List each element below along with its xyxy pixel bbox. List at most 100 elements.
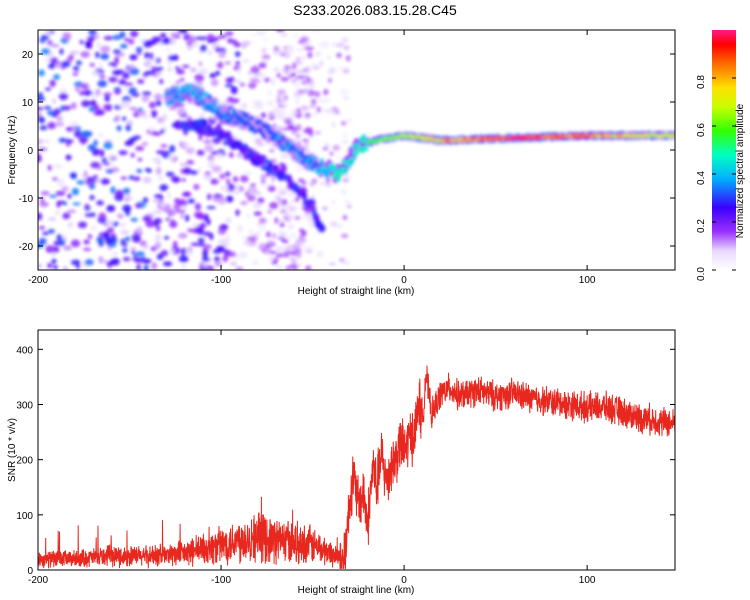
spectrogram-noise-blob [176, 69, 185, 75]
spectrogram-noise-blob [119, 230, 130, 235]
spectrogram-noise-blob [252, 65, 258, 71]
colorbar-tick-label: 0.4 [696, 171, 707, 185]
spectrogram-noise-blob [198, 61, 203, 66]
spectrogram-noise-blob [67, 193, 72, 199]
spectrogram-ridge-secondary [318, 224, 326, 233]
spectrogram-noise-blob [88, 106, 96, 112]
spectrogram-ridge-core [304, 154, 309, 160]
spectrogram-noise-blob [212, 197, 218, 203]
snr-y-tick-label: 200 [16, 456, 33, 467]
spectrogram-x-ticks: -200 -100 0 100 [28, 30, 596, 286]
spectrogram-noise-blob [151, 262, 157, 270]
spectrogram-noise-blob [276, 253, 285, 258]
spectrogram-noise-blob [127, 38, 135, 45]
spectrogram-noise-blob [166, 47, 171, 52]
spectrogram-noise-blob [122, 256, 131, 262]
spectrogram-noise-blob [175, 66, 180, 70]
spectrogram-noise-blob [295, 60, 303, 65]
spectrogram-x-tick-label: 100 [579, 275, 596, 286]
spectrogram-noise-blob [154, 241, 161, 250]
spectrogram-noise-blob [300, 133, 308, 138]
spectrogram-noise-blob [46, 40, 53, 45]
spectrogram-noise-blob [124, 140, 134, 146]
spectrogram-noise-blob [124, 197, 130, 202]
spectrogram-ridge-core [314, 162, 319, 168]
spectrogram-noise-blob [89, 195, 95, 201]
spectrogram-noise-blob [339, 258, 345, 262]
spectrogram-ridge-core [172, 88, 177, 94]
spectrogram-noise-blob [206, 193, 212, 201]
spectrogram-ridge-core [334, 166, 339, 172]
spectrogram-noise-blob [220, 223, 229, 230]
spectrogram-noise-blob [186, 45, 193, 51]
spectrogram-noise-blob [153, 217, 163, 224]
spectrogram-noise-blob [186, 116, 193, 121]
spectrogram-noise-blob [40, 191, 50, 196]
spectrogram-noise-blob [75, 85, 81, 93]
spectrogram-noise-blob [41, 48, 51, 55]
spectrogram-noise-blob [43, 105, 52, 110]
spectrogram-noise-blob [106, 226, 115, 234]
spectrogram-noise-blob [70, 102, 77, 110]
spectrogram-noise-blob [248, 81, 257, 89]
spectrogram-noise-blob [135, 46, 143, 53]
spectrogram-noise-blob [269, 148, 275, 153]
spectrogram-noise-blob [208, 265, 214, 270]
spectrogram-y-tick-label: 10 [22, 98, 34, 109]
spectrogram-noise-blob [135, 145, 145, 152]
spectrogram-noise-blob [283, 51, 291, 59]
snr-y-tick-label: 0 [27, 566, 33, 577]
spectrogram-noise-blob [287, 224, 295, 230]
spectrogram-noise-blob [51, 251, 56, 257]
spectrogram-ridge-core [253, 128, 258, 134]
spectrogram-heatmap [38, 30, 675, 270]
spectrogram-noise-blob [51, 97, 57, 105]
spectrogram-noise-blob [129, 106, 137, 111]
spectrogram-ridge-core [230, 117, 235, 123]
spectrogram-noise-blob [176, 209, 186, 213]
spectrogram-noise-blob [197, 214, 205, 220]
spectrogram-noise-blob [235, 61, 241, 65]
spectrogram-noise-blob [103, 141, 113, 150]
spectrogram-noise-blob [274, 195, 282, 200]
spectrogram-noise-blob [156, 149, 166, 155]
spectrogram-ridge-core [299, 151, 304, 157]
spectrogram-noise-blob [261, 47, 267, 54]
spectrogram-noise-blob [180, 211, 185, 220]
spectrogram-ridge-core [312, 155, 317, 161]
spectrogram-noise-blob [283, 94, 288, 101]
spectrogram-noise-blob [170, 219, 176, 226]
spectrogram-noise-blob [143, 60, 152, 68]
spectrogram-noise-blob [78, 90, 86, 96]
spectrogram-noise-blob [199, 36, 207, 41]
spectrogram-noise-blob [153, 209, 160, 214]
snr-background [38, 330, 675, 570]
spectrogram-noise-blob [323, 88, 329, 96]
spectrogram-ridge-core [344, 167, 349, 173]
spectrogram-noise-blob [331, 122, 336, 128]
spectrogram-noise-blob [69, 172, 78, 179]
snr-x-tick-label: 100 [579, 575, 596, 586]
spectrogram-noise-blob [196, 167, 203, 173]
spectrogram-noise-blob [186, 160, 195, 165]
spectrogram-noise-blob [178, 232, 188, 239]
spectrogram-noise-blob [216, 62, 224, 69]
spectrogram-noise-blob [108, 242, 117, 248]
spectrogram-noise-blob [47, 110, 55, 116]
spectrogram-noise-blob [183, 167, 192, 175]
spectrogram-ridge-core [217, 104, 222, 110]
spectrogram-noise-blob [190, 242, 201, 247]
spectrogram-noise-blob [326, 56, 331, 60]
spectrogram-noise-blob [216, 152, 223, 159]
spectrogram-noise-blob [196, 149, 205, 156]
spectrogram-noise-blob [58, 137, 67, 143]
spectrogram-noise-blob [206, 218, 211, 226]
spectrogram-noise-blob [317, 42, 325, 48]
spectrogram-noise-blob [340, 88, 349, 96]
spectrogram-noise-blob [93, 110, 104, 116]
spectrogram-noise-blob [224, 61, 232, 65]
spectrogram-ridge-core [323, 169, 328, 175]
spectrogram-noise-blob [277, 184, 286, 190]
spectrogram-noise-blob [142, 72, 149, 77]
spectrogram-noise-blob [341, 37, 349, 44]
